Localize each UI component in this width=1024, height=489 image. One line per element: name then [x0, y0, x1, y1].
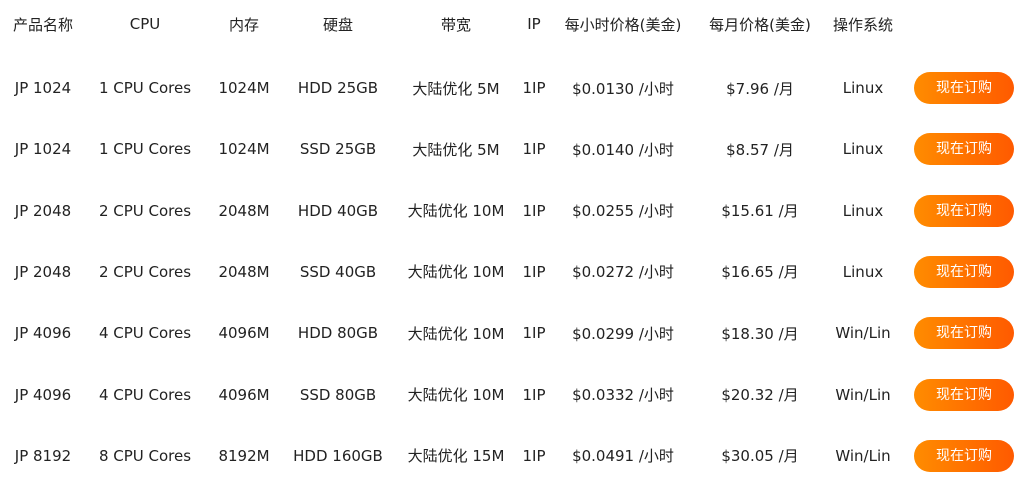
cell-action: 现在订购 [904, 133, 1024, 166]
table-row: JP 4096 4 CPU Cores 4096M HDD 80GB 大陆优化 10M 1… [0, 317, 1024, 350]
cell-memory: 8192M [218, 446, 270, 465]
cell-disk: SSD 40GB [299, 262, 377, 281]
cell-hourly-price: $0.0272 /小时 [572, 263, 674, 282]
cell-bandwidth: 大陆优化 10M [407, 386, 505, 404]
cell-ip: 1IP [522, 262, 546, 281]
cell-os: Linux [842, 140, 884, 159]
cell-memory: 4096M [218, 385, 270, 404]
cell-monthly-price: $30.05 /月 [721, 447, 799, 466]
order-now-button[interactable]: 现在订购 [914, 317, 1014, 350]
cell-cpu: 4 CPU Cores [98, 324, 192, 343]
cell-monthly-price: $20.32 /月 [721, 386, 799, 404]
order-now-button[interactable]: 现在订购 [914, 255, 1014, 288]
order-now-button[interactable]: 现在订购 [914, 194, 1014, 227]
cell-hourly-price: $0.0299 /小时 [572, 324, 674, 343]
header-cpu: CPU [129, 15, 161, 33]
cell-ip: 1IP [522, 201, 546, 220]
cell-action: 现在订购 [904, 255, 1024, 288]
cell-action: 现在订购 [904, 72, 1024, 104]
header-os: 操作系统 [832, 15, 893, 34]
header-hourly-price: 每小时价格(美金) [564, 15, 682, 34]
cell-action: 现在订购 [904, 378, 1024, 411]
cell-ip: 1IP [522, 324, 546, 343]
cell-disk: SSD 80GB [299, 385, 377, 404]
cell-disk: HDD 40GB [297, 201, 379, 220]
cell-cpu: 8 CPU Cores [98, 446, 192, 465]
cell-monthly-price: $8.57 /月 [726, 140, 794, 159]
cell-memory: 2048M [218, 262, 270, 281]
cell-os: Linux [842, 79, 884, 97]
cell-bandwidth: 大陆优化 10M [407, 263, 505, 282]
cell-cpu: 2 CPU Cores [98, 262, 192, 281]
cell-product-name: JP 2048 [14, 201, 72, 220]
cell-ip: 1IP [522, 446, 546, 465]
header-monthly-price: 每月价格(美金) [709, 15, 811, 34]
header-disk: 硬盘 [322, 15, 353, 34]
cell-product-name: JP 2048 [14, 262, 72, 281]
cell-monthly-price: $7.96 /月 [726, 79, 794, 98]
cell-monthly-price: $18.30 /月 [721, 324, 799, 343]
cell-memory: 4096M [218, 324, 270, 343]
cell-ip: 1IP [522, 385, 546, 404]
cell-hourly-price: $0.0140 /小时 [572, 140, 674, 159]
cell-bandwidth: 大陆优化 15M [407, 447, 505, 466]
cell-bandwidth: 大陆优化 5M [412, 79, 500, 98]
cell-memory: 1024M [218, 140, 270, 159]
cell-hourly-price: $0.0332 /小时 [572, 386, 674, 404]
cell-action: 现在订购 [904, 194, 1024, 227]
cell-os: Win/Lin [835, 324, 891, 343]
cell-bandwidth: 大陆优化 10M [407, 324, 505, 343]
cell-action: 现在订购 [904, 439, 1024, 472]
order-now-button[interactable]: 现在订购 [914, 133, 1014, 166]
header-ip: IP [527, 15, 541, 33]
cell-disk: SSD 25GB [299, 140, 377, 159]
table-row: JP 2048 2 CPU Cores 2048M SSD 40GB 大陆优化 10M 1… [0, 255, 1024, 288]
table-header: 产品名称 CPU 内存 硬盘 带宽 IP 每小时价格(美金) 每月价格(美金) 操作系统 [0, 8, 1024, 40]
cell-product-name: JP 8192 [14, 446, 72, 465]
cell-os: Linux [842, 201, 884, 220]
cell-cpu: 4 CPU Cores [98, 385, 192, 404]
cell-product-name: JP 4096 [14, 324, 72, 343]
cell-bandwidth: 大陆优化 5M [412, 140, 500, 159]
order-now-button[interactable]: 现在订购 [914, 439, 1014, 472]
cell-hourly-price: $0.0255 /小时 [572, 202, 674, 221]
table-row: JP 1024 1 CPU Cores 1024M HDD 25GB 大陆优化 5M 1I… [0, 72, 1024, 104]
cell-disk: HDD 160GB [293, 446, 383, 465]
cell-hourly-price: $0.0130 /小时 [572, 79, 674, 98]
cell-ip: 1IP [522, 79, 546, 97]
cell-monthly-price: $16.65 /月 [721, 263, 799, 282]
header-memory: 内存 [228, 15, 259, 34]
cell-action: 现在订购 [904, 317, 1024, 350]
order-now-button[interactable]: 现在订购 [914, 72, 1014, 104]
cell-hourly-price: $0.0491 /小时 [572, 447, 674, 466]
table-row: JP 4096 4 CPU Cores 4096M SSD 80GB 大陆优化 10M 1… [0, 378, 1024, 411]
cell-cpu: 1 CPU Cores [98, 140, 192, 159]
cell-product-name: JP 4096 [14, 385, 72, 404]
table-row: JP 2048 2 CPU Cores 2048M HDD 40GB 大陆优化 10M 1… [0, 194, 1024, 227]
cell-disk: HDD 25GB [297, 79, 379, 97]
cell-cpu: 1 CPU Cores [98, 79, 192, 97]
order-now-button[interactable]: 现在订购 [914, 378, 1014, 411]
cell-ip: 1IP [522, 140, 546, 159]
cell-product-name: JP 1024 [14, 79, 72, 97]
cell-memory: 1024M [218, 79, 270, 97]
cell-disk: HDD 80GB [297, 324, 379, 343]
header-product-name: 产品名称 [12, 15, 73, 34]
cell-monthly-price: $15.61 /月 [721, 202, 799, 221]
cell-os: Linux [842, 262, 884, 281]
cell-memory: 2048M [218, 201, 270, 220]
header-bandwidth: 带宽 [440, 15, 471, 34]
cell-os: Win/Lin [835, 385, 891, 404]
table-row: JP 8192 8 CPU Cores 8192M HDD 160GB 大陆优化 15M… [0, 439, 1024, 472]
cell-bandwidth: 大陆优化 10M [407, 202, 505, 221]
table-row: JP 1024 1 CPU Cores 1024M SSD 25GB 大陆优化 5M 1I… [0, 133, 1024, 166]
cell-product-name: JP 1024 [14, 140, 72, 159]
cell-cpu: 2 CPU Cores [98, 201, 192, 220]
cell-os: Win/Lin [835, 446, 891, 465]
